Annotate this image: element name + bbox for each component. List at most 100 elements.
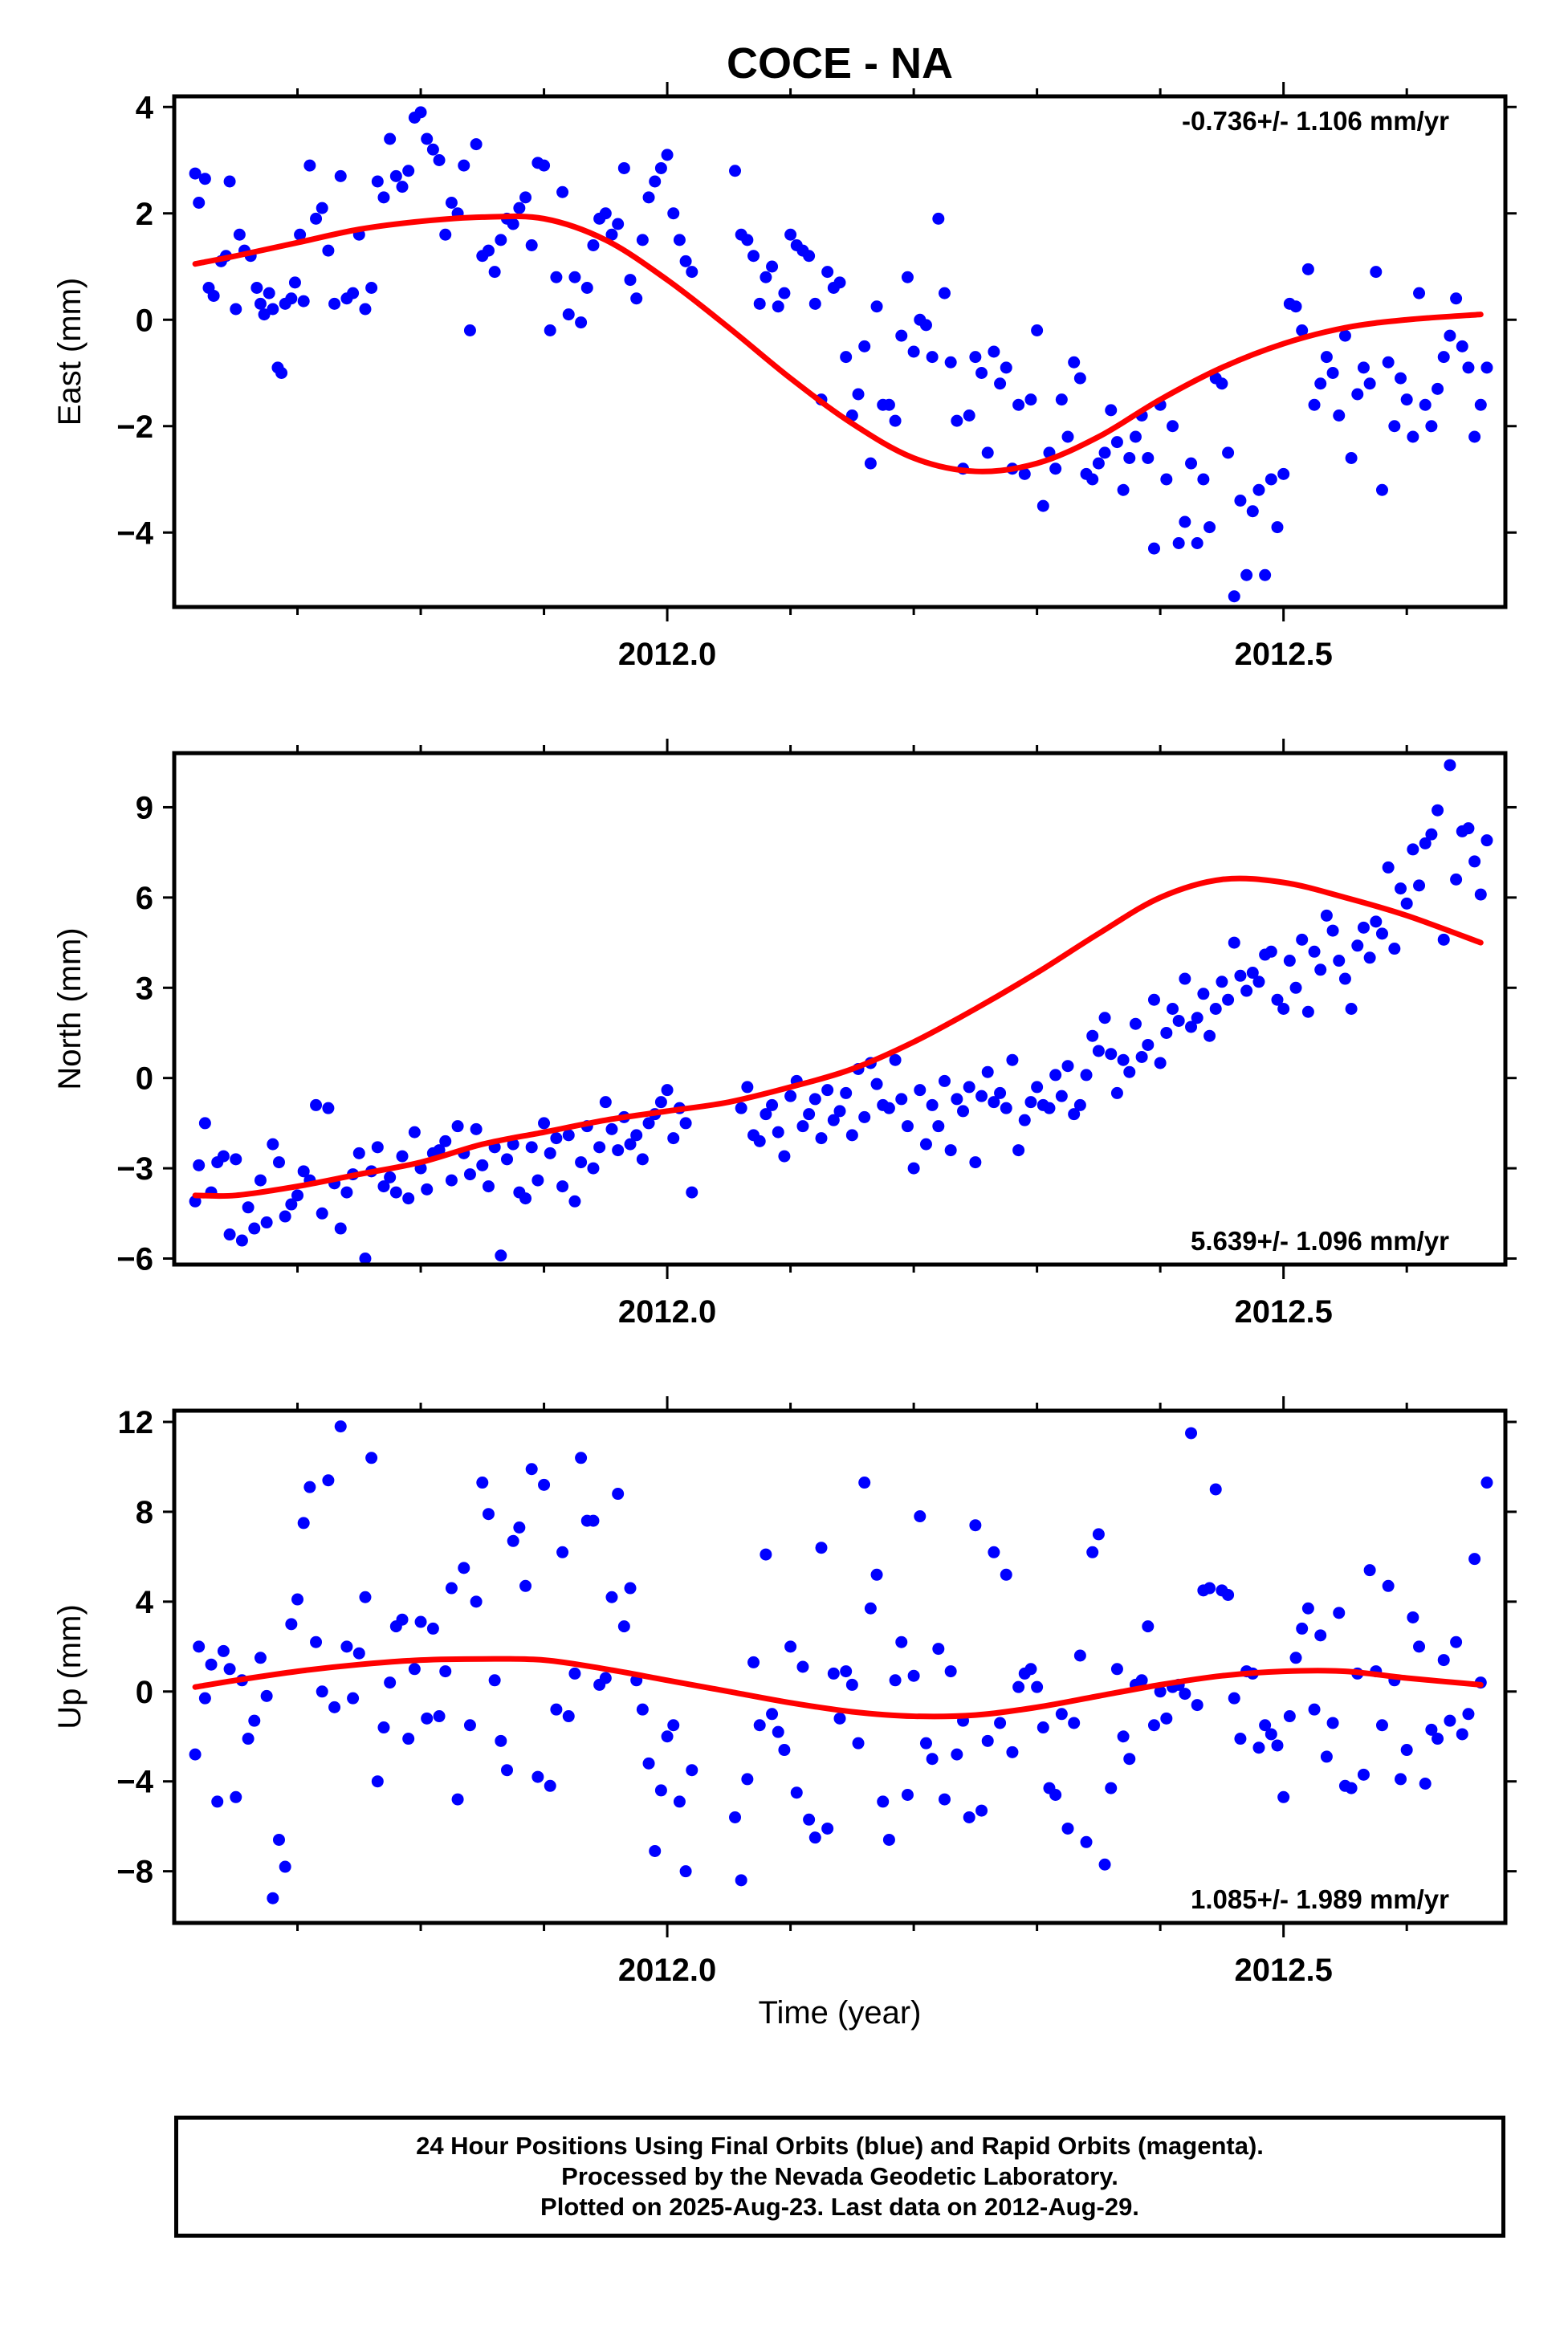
data-point [882,398,895,411]
plot-frame [172,1408,1508,1925]
data-point [994,1086,1007,1099]
plot-frame [172,751,1508,1267]
data-point [1117,1053,1130,1066]
data-point [189,1748,202,1761]
data-point [217,1644,230,1657]
data-point [654,1784,667,1797]
data-point [926,351,939,364]
data-point [963,1811,975,1823]
data-point [654,1096,667,1109]
data-point [587,239,600,251]
data-point [291,1189,304,1202]
y-tick-label: −4 [116,515,153,551]
data-point [316,1207,328,1220]
data-point [1006,1745,1019,1758]
data-point [1265,1728,1277,1741]
data-point [470,138,483,151]
data-point [1271,1739,1284,1752]
data-point [1419,398,1432,411]
data-point [1123,1065,1136,1078]
data-point [889,1674,902,1687]
data-point [864,457,877,470]
data-point [451,1120,464,1133]
data-point [1468,430,1481,443]
data-point [352,1647,365,1660]
data-point [1296,324,1309,336]
data-point [1098,1012,1111,1024]
data-point [1049,1069,1062,1081]
data-point [445,1582,458,1595]
data-point [396,1613,409,1626]
data-point [310,1635,323,1648]
data-point [396,1150,409,1163]
data-point [1110,1086,1123,1099]
data-point [470,1122,483,1135]
data-point [1000,1102,1012,1114]
data-point [679,1865,692,1878]
data-point [1179,515,1191,528]
data-point [463,1168,476,1181]
data-point [840,1086,853,1099]
data-point [808,1093,821,1106]
data-point [519,1579,532,1592]
data-point [531,1770,544,1783]
data-point [217,1150,230,1163]
data-point [1301,1005,1314,1018]
data-point [297,1165,310,1178]
data-point [1277,467,1290,480]
data-point [1357,361,1370,374]
data-point [932,1120,945,1133]
data-point [803,1813,816,1826]
data-point [507,218,519,230]
data-point [907,1162,920,1175]
data-point [766,1098,779,1111]
data-point [766,260,779,273]
data-point [975,1804,988,1817]
data-point [975,1090,988,1102]
data-point [1135,1050,1148,1063]
data-point [1098,1858,1111,1871]
footer-box: 24 Hour Positions Using Final Orbits (bl… [174,2116,1505,2238]
data-point [421,1712,434,1725]
data-point [808,1831,821,1844]
data-point [1314,963,1327,976]
data-point [649,1844,662,1857]
data-point [587,1514,600,1527]
data-point [1024,1663,1037,1676]
data-point [1252,1741,1265,1754]
data-point [1000,361,1012,374]
data-point [1068,1717,1081,1729]
data-point [741,1773,754,1786]
data-point [1110,1663,1123,1676]
data-point [1031,324,1044,336]
data-point [1480,1477,1493,1489]
data-point [544,324,556,336]
data-point [1123,1753,1136,1766]
data-point [1240,568,1253,581]
data-point [1154,1685,1167,1698]
data-point [1450,1635,1463,1648]
data-point [686,266,698,279]
data-point [248,1714,261,1727]
data-point [963,409,975,422]
x-tick-label: 2012.5 [1234,637,1332,672]
data-point [258,308,271,321]
data-point [741,1081,754,1094]
data-point [605,1591,618,1603]
data-point [1086,1029,1099,1042]
data-point [1289,981,1302,994]
data-point [1283,1710,1296,1723]
data-point [260,1689,273,1702]
data-point [1419,837,1432,849]
data-point [1388,420,1401,433]
data-point [753,1134,766,1147]
data-point [907,345,920,358]
data-point [328,297,341,310]
data-point [1413,1640,1426,1653]
data-point [1228,936,1240,949]
data-point [845,1129,858,1142]
data-point [1154,1057,1167,1069]
data-point [371,1775,384,1788]
data-point [877,1795,890,1808]
data-point [233,228,246,241]
